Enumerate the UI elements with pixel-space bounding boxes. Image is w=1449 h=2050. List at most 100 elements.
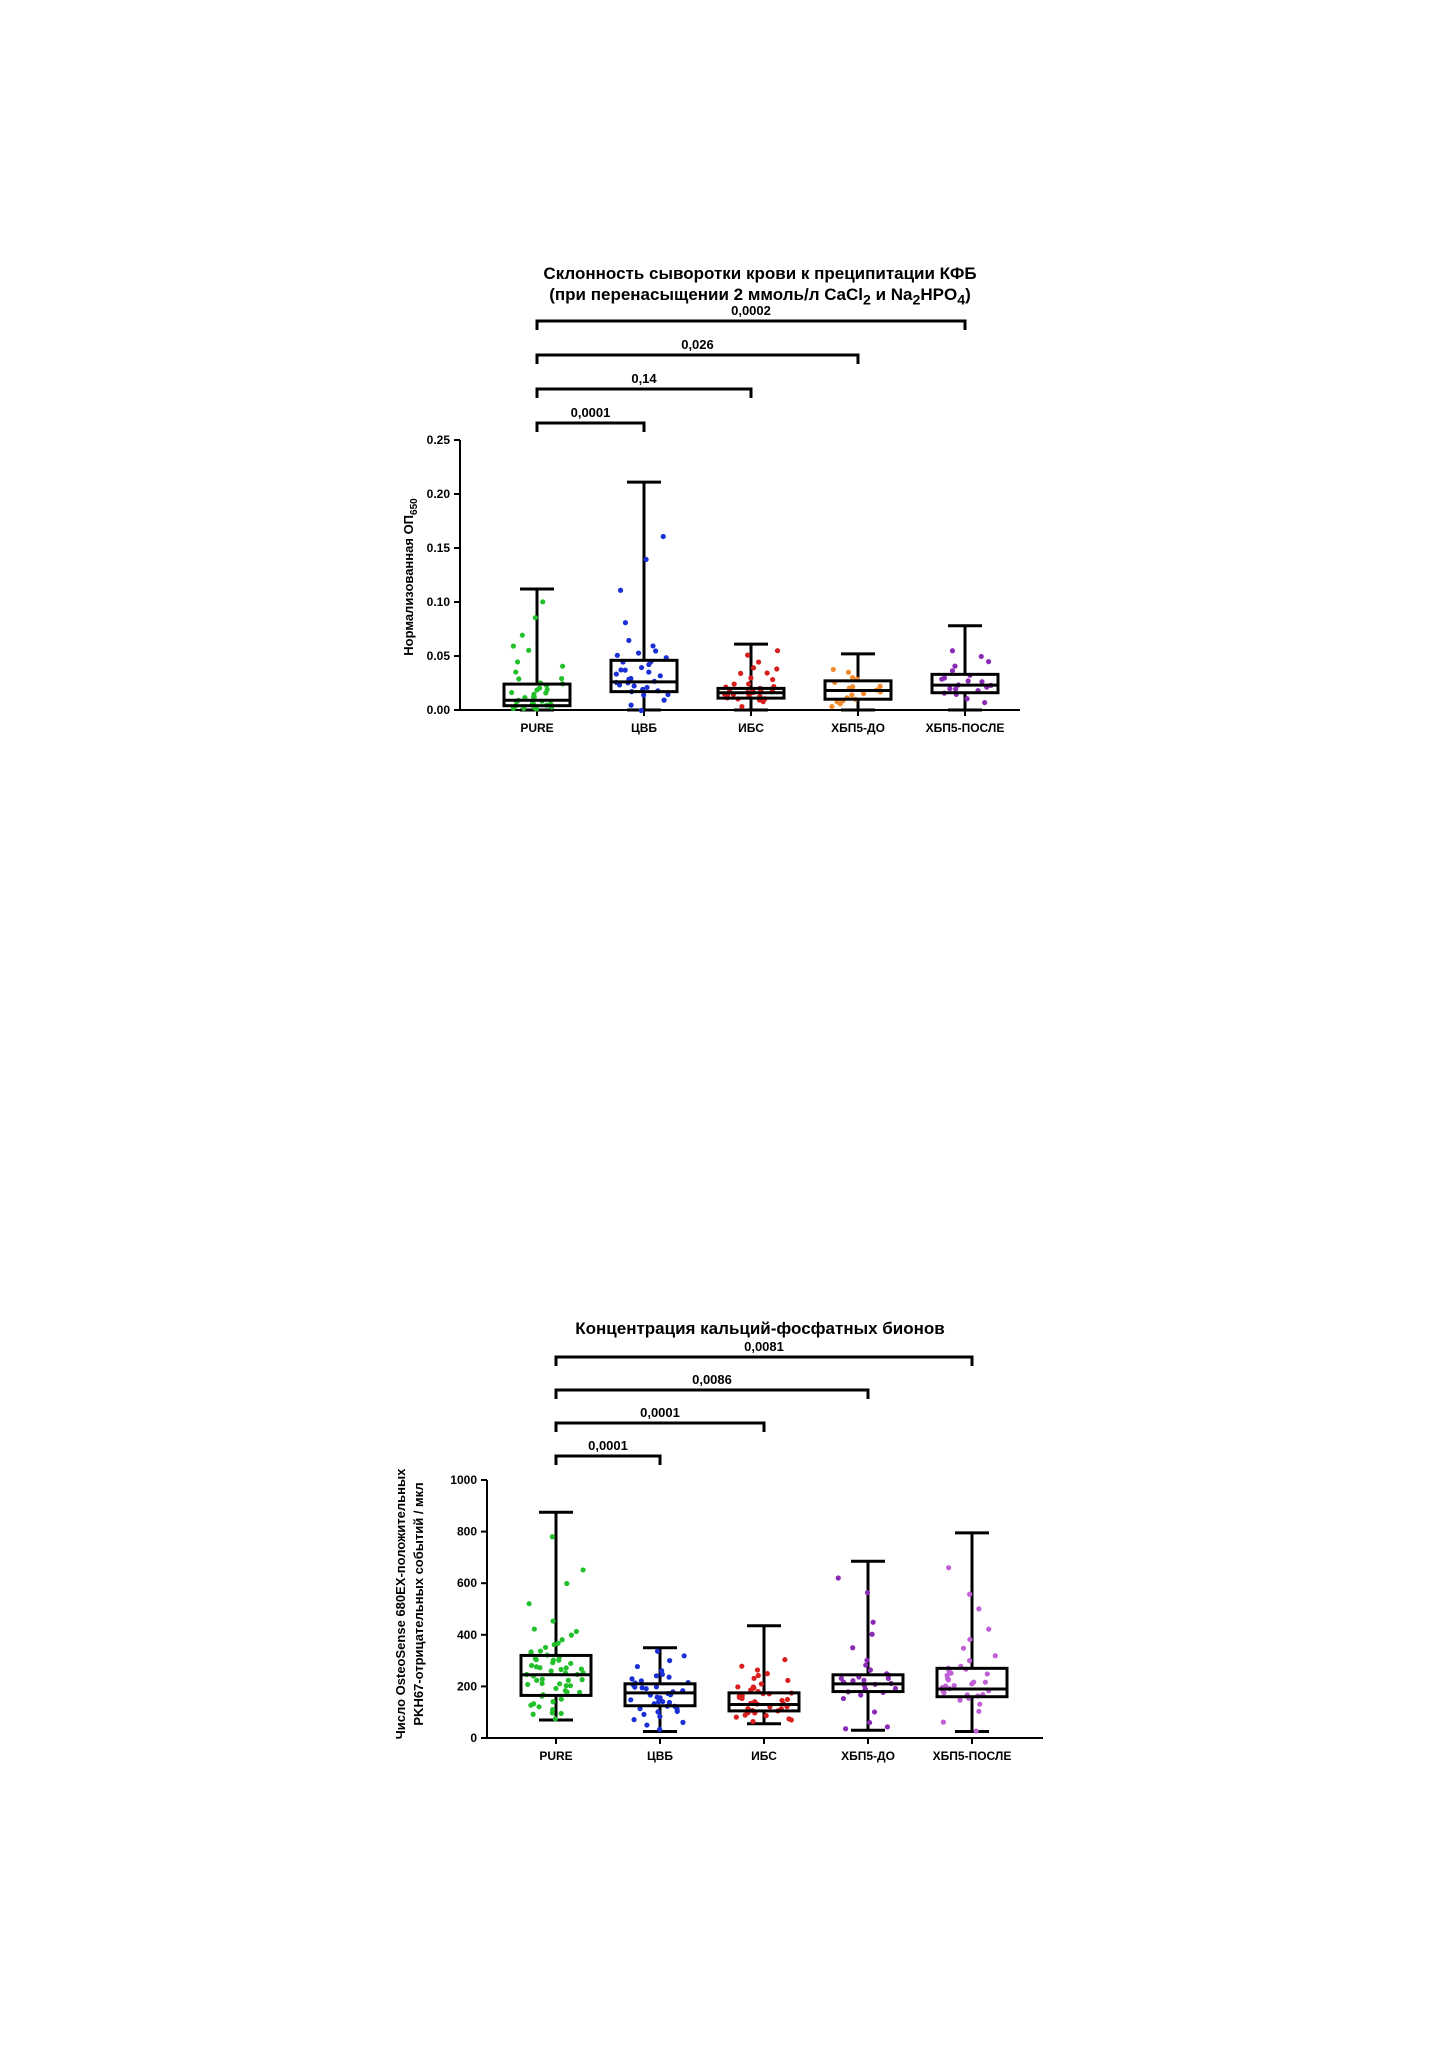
p-value-label: 0,0081 <box>744 1339 784 1354</box>
data-point <box>949 648 956 654</box>
data-point <box>967 1658 973 1664</box>
data-point <box>745 652 751 658</box>
data-point <box>579 1676 585 1683</box>
box-group <box>716 642 786 712</box>
data-point <box>941 675 948 681</box>
box-outline <box>502 682 572 708</box>
comparison-bracket <box>554 1454 662 1465</box>
data-point <box>644 684 650 691</box>
comparison-bracket <box>535 319 967 330</box>
data-point <box>739 1663 745 1669</box>
data-point <box>564 1689 570 1695</box>
data-point <box>568 1660 574 1667</box>
box-outline <box>930 672 1000 695</box>
data-point <box>519 632 525 638</box>
p-value-label: 0,0002 <box>731 303 771 318</box>
data-point <box>871 1709 878 1715</box>
data-point <box>870 1619 876 1625</box>
data-point <box>850 1678 856 1684</box>
data-point <box>558 1696 564 1702</box>
data-point <box>755 1672 761 1679</box>
data-point <box>764 670 770 676</box>
data-point <box>867 1719 873 1726</box>
data-point <box>849 675 856 681</box>
chart-plot: 0.00 0.05 0.10 0.15 0.20 0.25 PURE ЦВБ ИБС ХБП5-Д… <box>401 303 1020 735</box>
data-point <box>531 1701 537 1707</box>
data-point <box>965 678 971 684</box>
p-value-label: 0,0086 <box>692 1372 732 1387</box>
data-point <box>960 1645 967 1651</box>
data-point <box>849 692 855 698</box>
data-point <box>840 1695 847 1702</box>
data-point <box>532 615 538 621</box>
data-point <box>953 686 959 692</box>
data-point <box>533 1657 539 1663</box>
data-point <box>867 1667 874 1673</box>
data-point <box>563 1683 569 1689</box>
data-point <box>643 1686 649 1692</box>
data-point <box>635 650 642 656</box>
data-point <box>550 1618 556 1624</box>
data-point <box>516 676 522 682</box>
data-point <box>957 1697 963 1703</box>
data-point <box>653 1673 660 1679</box>
data-point <box>514 659 521 665</box>
data-point <box>829 703 835 710</box>
title-sub: 2 <box>912 292 921 309</box>
y-axis-label-line2: PKH67-отрицательных событий / мкл <box>411 1482 426 1725</box>
y-tick-label: 600 <box>457 1576 477 1590</box>
data-point <box>978 653 984 660</box>
data-point <box>784 1696 791 1703</box>
data-point <box>850 1645 856 1651</box>
data-point <box>748 675 754 681</box>
data-point <box>573 1628 580 1635</box>
y-axis-label: Нормализованная ОП650 <box>401 498 420 656</box>
data-point <box>946 1565 952 1571</box>
data-point <box>555 1640 561 1646</box>
y-tick-label: 0.20 <box>427 487 451 501</box>
data-point <box>770 676 776 683</box>
data-point <box>681 1653 687 1659</box>
data-point <box>528 1662 535 1669</box>
data-point <box>731 681 737 687</box>
data-point <box>544 687 550 693</box>
data-point <box>858 1692 864 1698</box>
p-value-label: 0,0001 <box>571 405 611 420</box>
box-group <box>727 1624 801 1726</box>
data-point <box>786 1716 792 1722</box>
data-point <box>944 1672 950 1678</box>
data-point <box>638 664 645 671</box>
comparison-bracket <box>535 353 860 364</box>
data-point <box>622 620 629 626</box>
data-point <box>659 1668 665 1674</box>
data-point <box>667 1657 673 1664</box>
data-point <box>964 696 970 702</box>
data-point <box>746 681 752 687</box>
data-point <box>540 599 546 605</box>
data-point <box>650 643 656 649</box>
data-point <box>513 669 519 675</box>
data-point <box>631 1717 637 1723</box>
data-point <box>850 684 856 690</box>
y-tick-label: 200 <box>457 1679 477 1693</box>
data-point <box>628 702 634 708</box>
data-point <box>655 1709 661 1715</box>
data-point <box>539 1676 545 1682</box>
box-group <box>831 1559 905 1732</box>
data-point <box>549 1710 555 1716</box>
data-point <box>657 1713 663 1720</box>
data-point <box>967 1636 973 1643</box>
data-point <box>774 648 781 654</box>
data-point <box>738 670 744 677</box>
data-point <box>835 1575 841 1581</box>
data-point <box>510 643 517 649</box>
data-point <box>864 1590 871 1596</box>
data-point <box>613 671 619 677</box>
data-point <box>539 1680 545 1687</box>
y-tick-label: 0.15 <box>427 541 451 555</box>
data-point <box>864 1657 870 1663</box>
data-point <box>563 1665 569 1671</box>
data-point <box>666 1674 672 1680</box>
data-point <box>564 1580 570 1587</box>
data-point <box>556 1681 563 1687</box>
